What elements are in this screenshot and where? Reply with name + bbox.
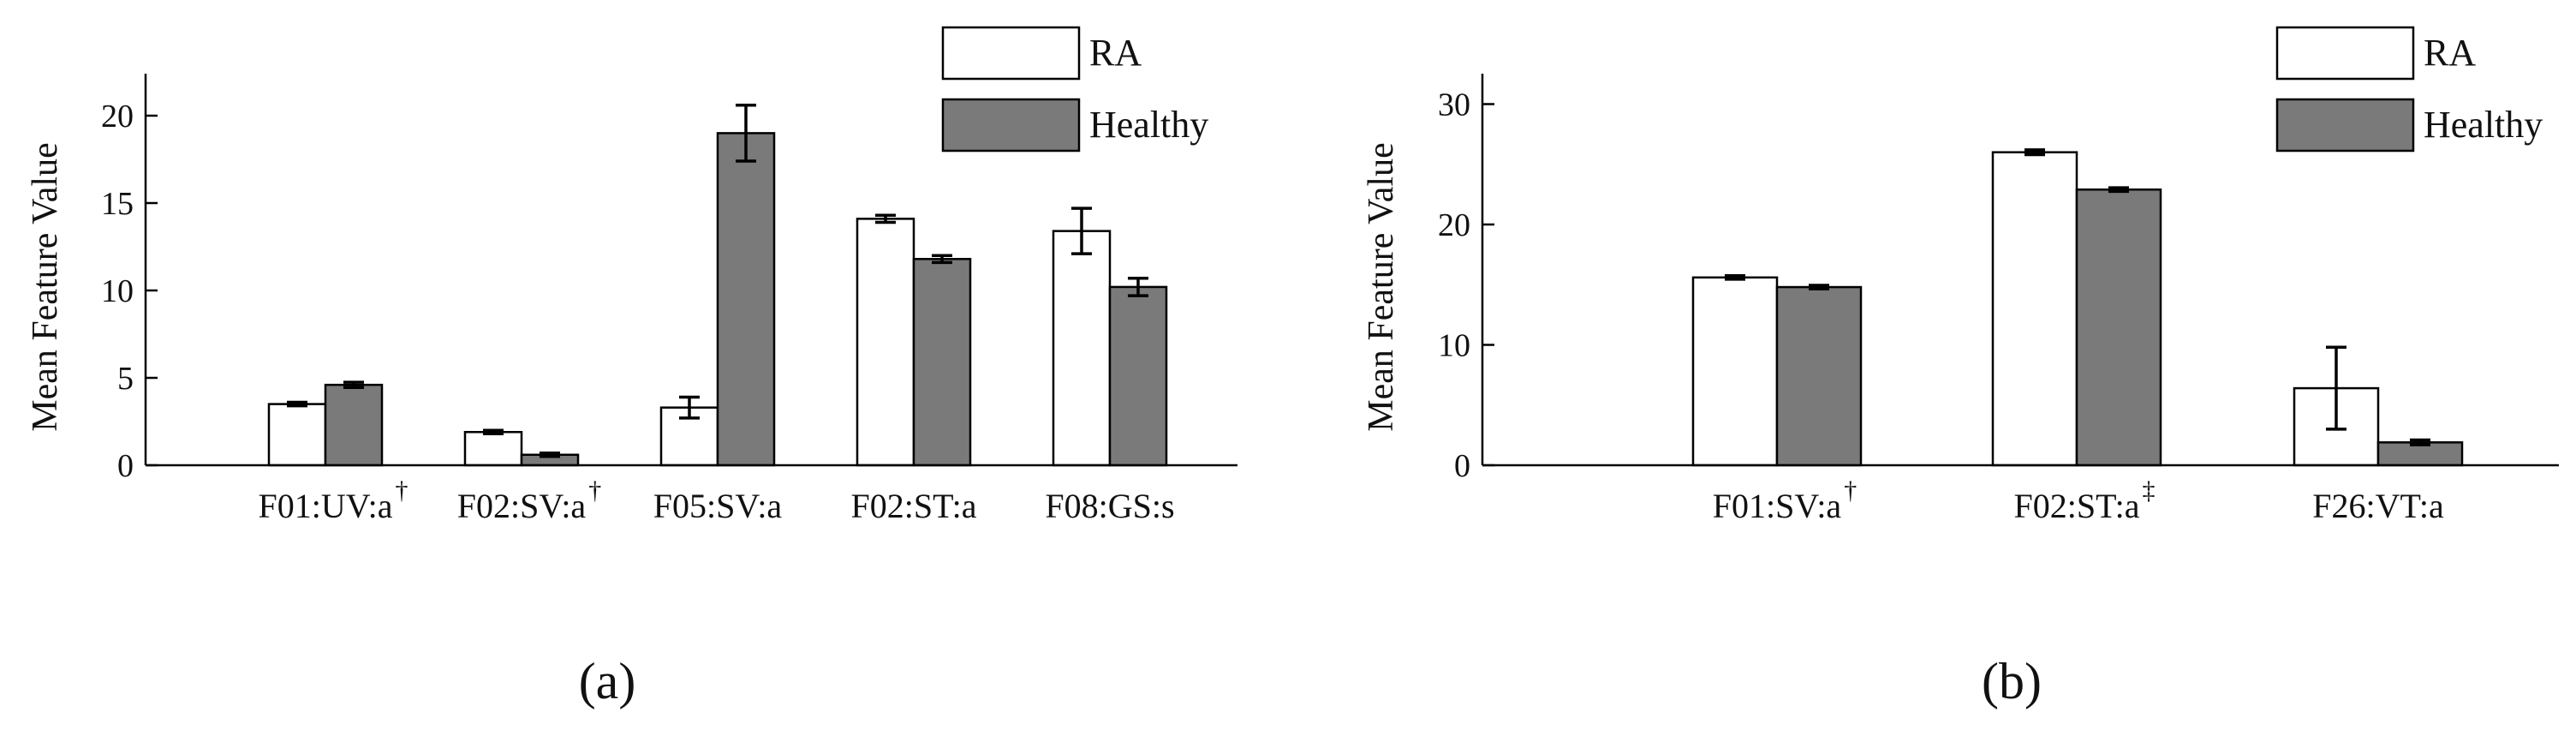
bar-healthy-5 xyxy=(1108,285,1168,467)
x-category-label: F05:SV:a xyxy=(653,487,783,525)
bar-healthy-1 xyxy=(1775,285,1863,467)
legend-label-healthy-b: Healthy xyxy=(2424,104,2543,146)
bar-ra-2 xyxy=(1991,151,2078,467)
y-tick-label: 5 xyxy=(117,361,134,397)
legend-label-healthy-a: Healthy xyxy=(1089,104,1208,146)
y-ticks-a: 0 5 10 15 20 xyxy=(101,99,158,484)
bars-a xyxy=(267,132,1168,467)
legend-label-ra-a: RA xyxy=(1089,32,1142,74)
chart-panel-b: Mean Feature Value 0 10 20 30 F01:SV:a † F02:… xyxy=(1362,26,2559,709)
category-labels-a: F01:UV:a † F02:SV:a † F05:SV:a F02:ST:a F08:GS… xyxy=(258,476,1174,525)
x-category-label: F08:GS:s xyxy=(1045,487,1174,525)
y-axis-label-a: Mean Feature Value xyxy=(26,142,65,431)
bar-ra-4 xyxy=(856,218,915,467)
y-tick-label: 15 xyxy=(101,186,134,222)
legend-swatch-healthy-b xyxy=(2275,98,2415,153)
legend-swatch-ra-a xyxy=(941,26,1081,81)
bar-healthy-2 xyxy=(2075,188,2162,467)
legend-swatch-ra-b xyxy=(2275,26,2415,81)
panel-label-a: (a) xyxy=(579,653,636,709)
y-ticks-b: 0 10 20 30 xyxy=(1438,87,1494,484)
significance-mark: ‡ xyxy=(2142,476,2155,505)
legend-b: RA Healthy xyxy=(2275,26,2543,153)
x-category-label: F02:SV:a xyxy=(457,487,587,525)
bar-ra-1 xyxy=(267,403,327,467)
significance-mark: † xyxy=(396,476,408,505)
x-category-label: F02:ST:a xyxy=(2014,487,2140,525)
legend-a: RA Healthy xyxy=(941,26,1208,153)
bar-healthy-4 xyxy=(912,258,972,467)
bars-b xyxy=(1691,151,2464,467)
y-tick-label: 10 xyxy=(101,273,134,309)
significance-mark: † xyxy=(1844,476,1857,505)
legend-swatch-healthy-a xyxy=(941,98,1081,153)
panel-label-b: (b) xyxy=(1982,653,2042,709)
bar-ra-5 xyxy=(1052,230,1112,467)
y-tick-label: 10 xyxy=(1438,328,1470,364)
y-tick-label: 20 xyxy=(1438,207,1470,243)
x-category-label: F01:SV:a xyxy=(1713,487,1842,525)
x-category-label: F01:UV:a xyxy=(258,487,392,525)
error-bars-b xyxy=(1725,148,2430,446)
bar-healthy-3 xyxy=(716,132,776,467)
x-category-label: F02:ST:a xyxy=(851,487,977,525)
y-tick-label: 0 xyxy=(117,448,134,484)
bar-ra-2 xyxy=(463,430,523,467)
error-bars-a xyxy=(287,104,1148,458)
significance-mark: † xyxy=(588,476,601,505)
category-labels-b: F01:SV:a † F02:ST:a ‡ F26:VT:a xyxy=(1713,476,2444,525)
y-axis-label-b: Mean Feature Value xyxy=(1362,142,1401,431)
legend-label-ra-b: RA xyxy=(2424,32,2476,74)
x-category-label: F26:VT:a xyxy=(2312,487,2444,525)
bar-healthy-1 xyxy=(324,383,384,467)
y-tick-label: 20 xyxy=(101,99,134,135)
y-tick-label: 0 xyxy=(1454,448,1470,484)
y-tick-label: 30 xyxy=(1438,87,1470,123)
bar-ra-1 xyxy=(1691,276,1779,467)
